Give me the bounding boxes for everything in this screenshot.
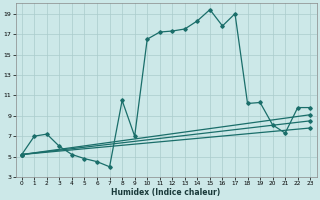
X-axis label: Humidex (Indice chaleur): Humidex (Indice chaleur) [111,188,221,197]
